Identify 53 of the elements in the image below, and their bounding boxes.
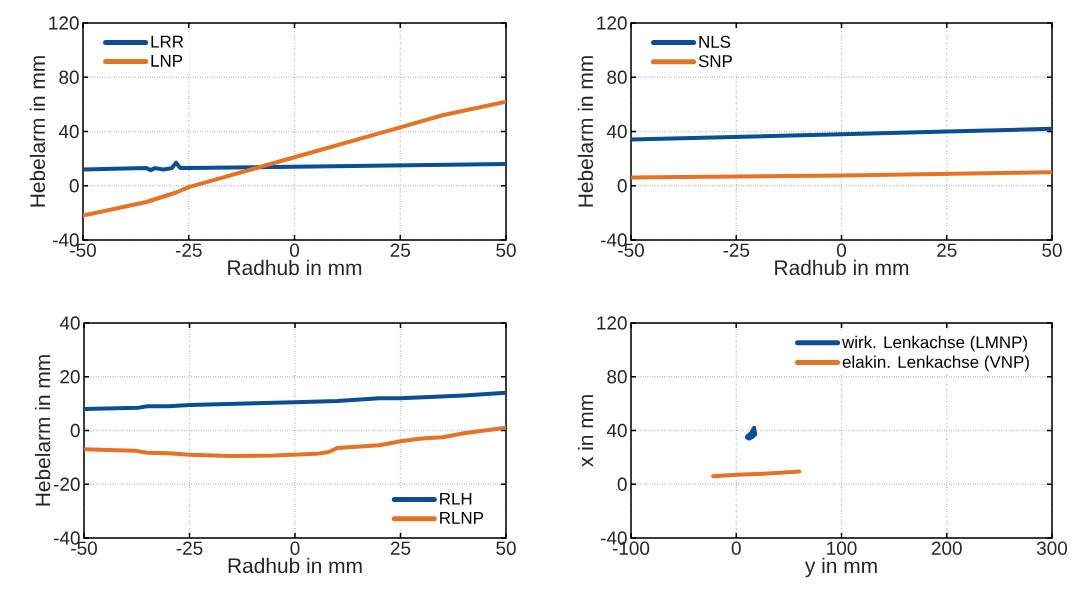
x-tick-label: 50 [496, 243, 516, 257]
legend-label: LNP [151, 54, 183, 67]
x-tick-label: 25 [390, 243, 410, 257]
y-axis-title: Hebelarm in mm [34, 355, 51, 506]
legend-label: LRR [151, 35, 184, 48]
legend-label: SNP [698, 55, 732, 68]
y-tick-label: 80 [59, 70, 79, 84]
y-tick-label: 40 [606, 423, 627, 438]
y-axis-title: Hebelarm in mm [29, 56, 46, 207]
y-tick-label: 120 [597, 316, 627, 330]
x-tick-label: 0 [836, 243, 847, 257]
y-tick-label: 0 [70, 423, 80, 438]
y-tick-label: 80 [607, 370, 627, 384]
line-series [631, 126, 1053, 142]
line-series [83, 99, 507, 218]
x-axis-title: Radhub in mm [228, 259, 362, 276]
y-axis-title: x in mm [577, 395, 594, 467]
y-tick-label: 40 [606, 124, 627, 139]
line-series [84, 390, 507, 411]
y-tick-label: 120 [597, 16, 627, 30]
x-tick-label: 50 [1042, 243, 1062, 257]
x-axis-title: y in mm [804, 557, 877, 578]
x-axis-title: Radhub in mm [775, 259, 909, 276]
y-axis-title: Hebelarm in mm [577, 56, 594, 207]
x-tick-label: 200 [931, 541, 962, 555]
x-tick-label: 0 [289, 243, 300, 257]
x-tick-label: -25 [175, 243, 202, 257]
x-axis-title: Radhub in mm [228, 557, 362, 574]
y-tick-label: 0 [69, 179, 79, 193]
legend-label: RLNP [440, 512, 484, 524]
y-tick-label: 40 [59, 316, 80, 330]
x-tick-label: -25 [176, 541, 203, 555]
legend-label: wirk. Lenkachse (LMNP) [842, 335, 1027, 352]
legend-label: NLS [699, 35, 731, 48]
x-tick-label: 50 [496, 541, 516, 555]
y-tick-label: 120 [49, 16, 79, 30]
x-tick-label: 25 [390, 541, 411, 555]
y-tick-label: 80 [607, 70, 627, 84]
y-tick-label: 0 [617, 477, 627, 491]
x-tick-label: 100 [827, 541, 857, 555]
x-tick-label: 300 [1036, 541, 1068, 555]
legend-label: elakin. Lenkachse (VNP) [842, 355, 1029, 372]
y-tick-label: 40 [58, 124, 79, 139]
y-tick-label: -20 [53, 477, 80, 491]
y-tick-label: 0 [617, 179, 627, 193]
x-tick-label: -25 [723, 243, 750, 257]
x-tick-label: 0 [731, 541, 741, 555]
x-tick-label: 0 [290, 541, 300, 555]
line-series [84, 425, 507, 459]
legend-label: RLH [440, 492, 472, 505]
line-series [744, 425, 758, 441]
x-tick-label: 25 [937, 243, 957, 257]
y-tick-label: 20 [60, 370, 80, 384]
